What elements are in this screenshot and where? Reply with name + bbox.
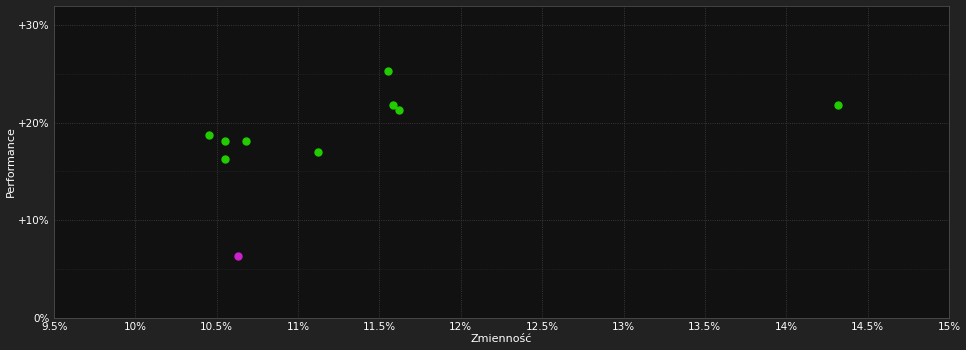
Y-axis label: Performance: Performance xyxy=(6,126,15,197)
Point xyxy=(239,138,254,144)
Point xyxy=(831,102,846,108)
Point xyxy=(380,68,395,74)
Point xyxy=(391,107,407,113)
Point xyxy=(310,149,326,155)
Point xyxy=(230,253,245,259)
Point xyxy=(201,132,216,138)
Point xyxy=(384,102,400,108)
X-axis label: Zmienność: Zmienność xyxy=(470,335,532,344)
Point xyxy=(217,138,233,144)
Point xyxy=(217,156,233,161)
